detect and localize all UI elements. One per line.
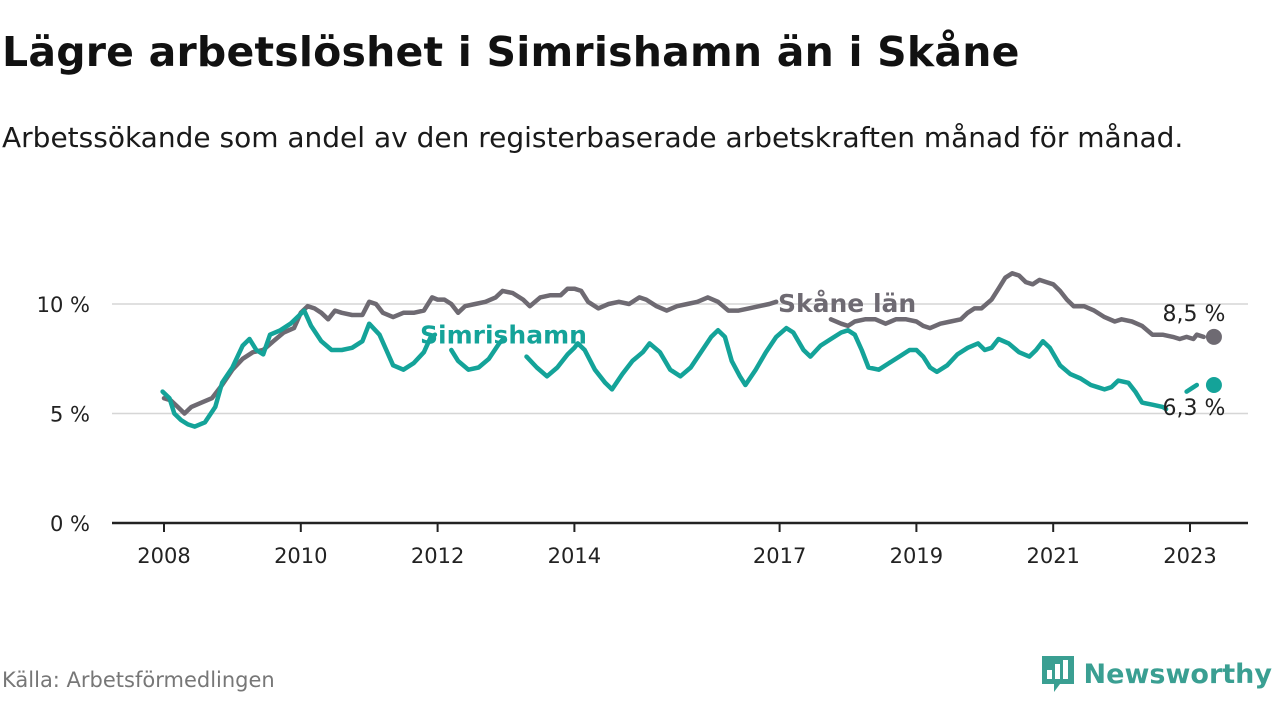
simrishamn-series-label: Simrishamn — [420, 321, 587, 350]
axes: 0 % 5 % 10 % 2008 2010 2012 2014 2017 2019 2021 20… — [37, 293, 1248, 568]
simrishamn-end-point — [1205, 377, 1222, 394]
chart-title: Lägre arbetslöshet i Simrishamn än i Skå… — [2, 28, 1020, 76]
skane-end-point — [1205, 328, 1222, 345]
labels: Skåne län Simrishamn 8,5 % 6,3 % — [420, 289, 1225, 421]
brand-name: Newsworthy — [1083, 658, 1272, 690]
y-tick-label: 0 % — [50, 512, 90, 536]
x-tick-label: 2008 — [137, 544, 190, 568]
skane-line — [828, 271, 1206, 342]
simrishamn-line — [449, 336, 506, 372]
x-tick-label: 2010 — [274, 544, 327, 568]
brand-logo[interactable]: Newsworthy — [1040, 652, 1272, 696]
x-tick-label: 2017 — [753, 544, 806, 568]
x-tick-label: 2021 — [1026, 544, 1079, 568]
simrishamn-line — [524, 325, 1169, 412]
x-tick-label: 2023 — [1163, 544, 1216, 568]
chart-subtitle: Arbetssökande som andel av den registerb… — [2, 121, 1184, 154]
x-tick-label: 2019 — [890, 544, 943, 568]
newsworthy-logo-icon — [1041, 656, 1074, 692]
simrishamn-line — [1184, 382, 1200, 394]
y-tick-label: 10 % — [37, 293, 90, 317]
simrishamn-line — [160, 308, 438, 429]
y-tick-label: 5 % — [50, 403, 90, 427]
source-note: Källa: Arbetsförmedlingen — [2, 668, 275, 692]
series-lines — [160, 271, 1206, 429]
x-tick-label: 2014 — [548, 544, 601, 568]
simrishamn-end-label: 6,3 % — [1163, 396, 1226, 421]
skane-series-label: Skåne län — [778, 289, 916, 318]
skane-end-label: 8,5 % — [1163, 302, 1226, 327]
gridlines — [112, 303, 1248, 415]
x-tick-label: 2012 — [411, 544, 464, 568]
